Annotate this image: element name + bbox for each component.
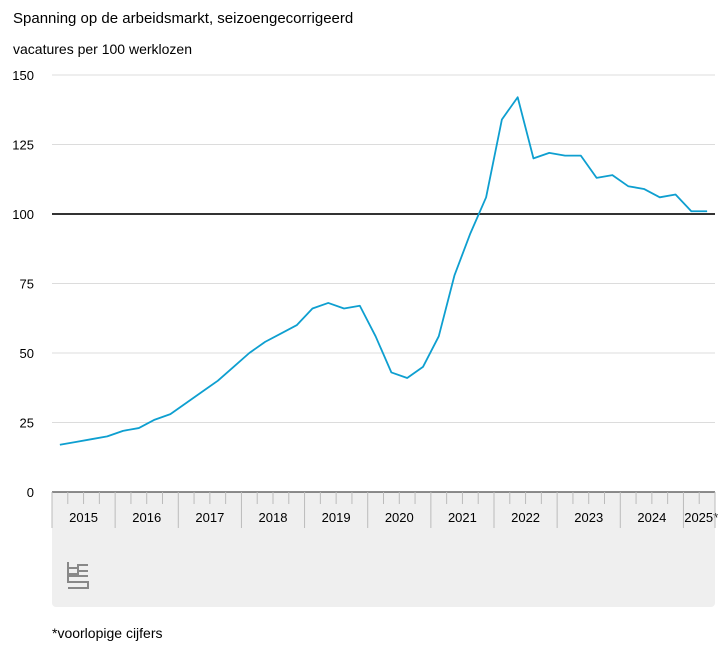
x-tick-label: 2018 <box>259 510 288 525</box>
x-tick-label: 2015 <box>69 510 98 525</box>
x-tick-label: 2016 <box>132 510 161 525</box>
chart-title: Spanning op de arbeidsmarkt, seizoengeco… <box>13 10 354 27</box>
x-tick-label: 2022 <box>511 510 540 525</box>
cbs-logo <box>67 562 89 589</box>
y-axis-label: vacatures per 100 werklozen <box>13 41 192 57</box>
footnote: *voorlopige cijfers <box>52 625 163 641</box>
x-tick-label: 2017 <box>195 510 224 525</box>
y-tick-label: 25 <box>20 416 34 431</box>
x-tick-label: 2019 <box>322 510 351 525</box>
series-line <box>59 96 708 446</box>
y-tick-label: 100 <box>12 207 34 222</box>
y-tick-label: 125 <box>12 138 34 153</box>
x-tick-label: 2021 <box>448 510 477 525</box>
y-tick-label: 0 <box>27 485 34 500</box>
x-tick-label: 2023 <box>574 510 603 525</box>
y-tick-label: 75 <box>20 277 34 292</box>
y-tick-label: 150 <box>12 68 34 83</box>
y-tick-label: 50 <box>20 346 34 361</box>
x-tick-label: 2025* <box>684 510 718 525</box>
x-tick-label: 2024 <box>637 510 666 525</box>
x-tick-label: 2020 <box>385 510 414 525</box>
